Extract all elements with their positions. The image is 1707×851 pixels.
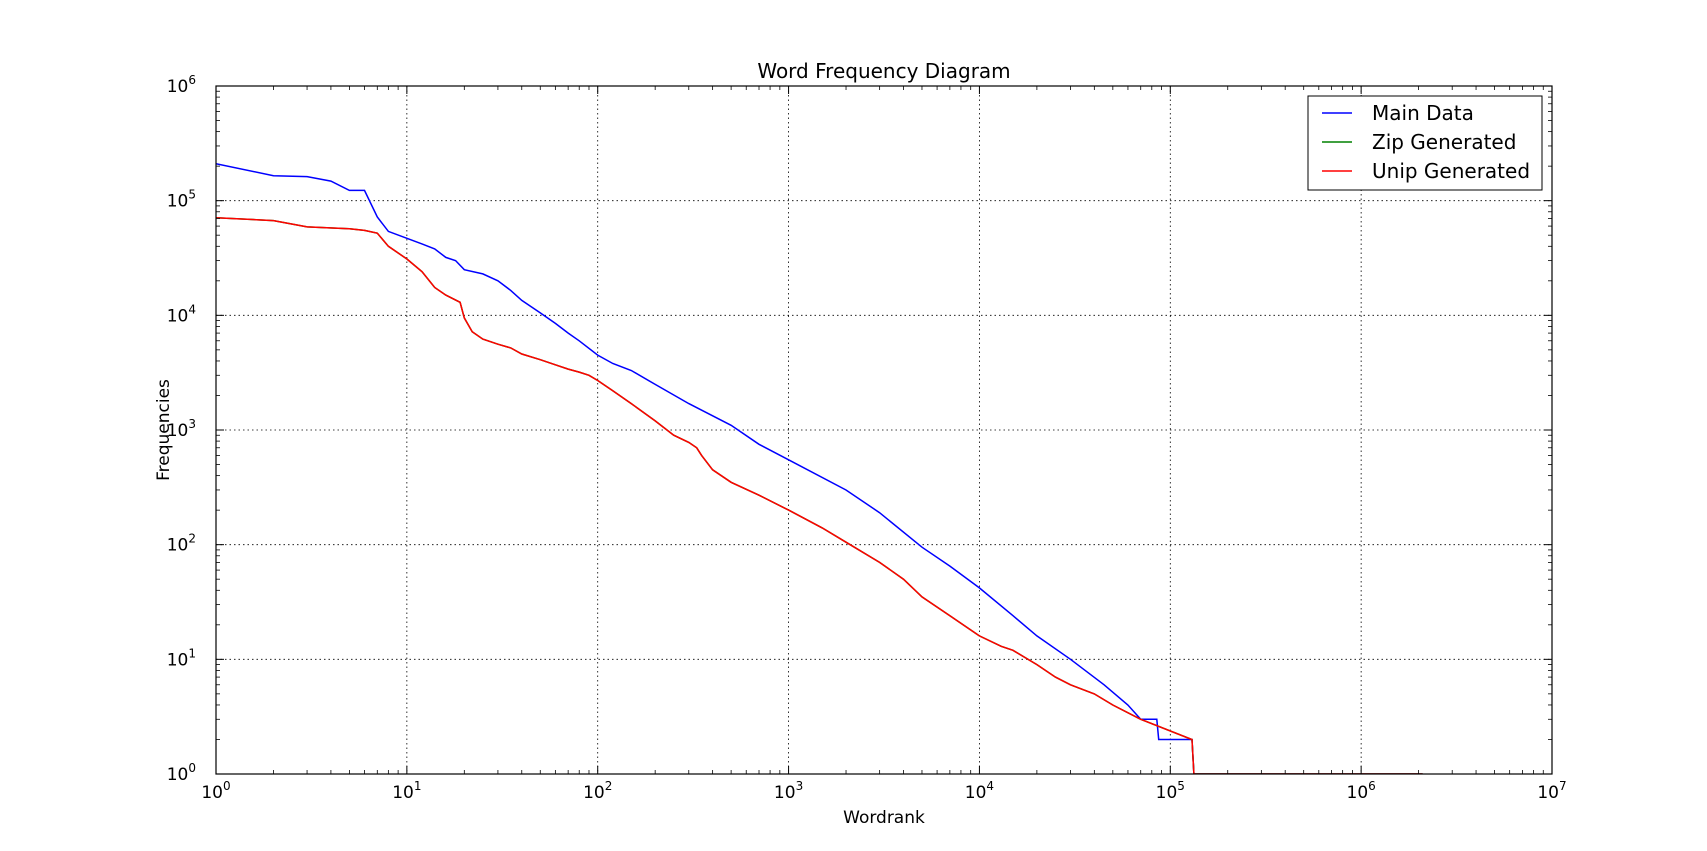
legend-label: Zip Generated	[1372, 130, 1516, 154]
chart-title: Word Frequency Diagram	[757, 59, 1010, 83]
legend-box	[1307, 95, 1543, 191]
legend-label: Unip Generated	[1372, 159, 1530, 183]
x-tick-label: 103	[774, 779, 803, 803]
y-tick-label: 100	[167, 761, 196, 785]
y-tick-label: 104	[167, 302, 196, 326]
series-line-unip-generated	[216, 216, 1423, 774]
x-tick-label: 104	[965, 779, 994, 803]
x-axis-title: Wordrank	[843, 808, 925, 828]
legend: Main Data Zip Generated Unip Generated	[1307, 95, 1543, 191]
y-tick-label: 106	[167, 73, 196, 97]
series-lines	[216, 162, 1423, 774]
x-tick-label: 106	[1347, 779, 1376, 803]
y-tick-label: 103	[167, 417, 196, 441]
axis-tick-labels: 100 101 102 103 104 105 106 107 100 101 102 103 104 1…	[167, 73, 1567, 803]
x-tick-label: 102	[583, 779, 612, 803]
axis-ticks	[215, 85, 1553, 775]
x-tick-label: 107	[1537, 779, 1566, 803]
x-tick-label: 105	[1156, 779, 1185, 803]
y-tick-label: 102	[167, 532, 196, 556]
y-tick-label: 101	[167, 646, 196, 670]
x-tick-label: 101	[392, 779, 421, 803]
y-axis-title: Frequencies	[154, 379, 174, 481]
series-line-main-data	[216, 162, 1423, 774]
x-tick-label: 100	[201, 779, 230, 803]
y-tick-label: 105	[167, 188, 196, 212]
legend-label: Main Data	[1372, 101, 1474, 125]
